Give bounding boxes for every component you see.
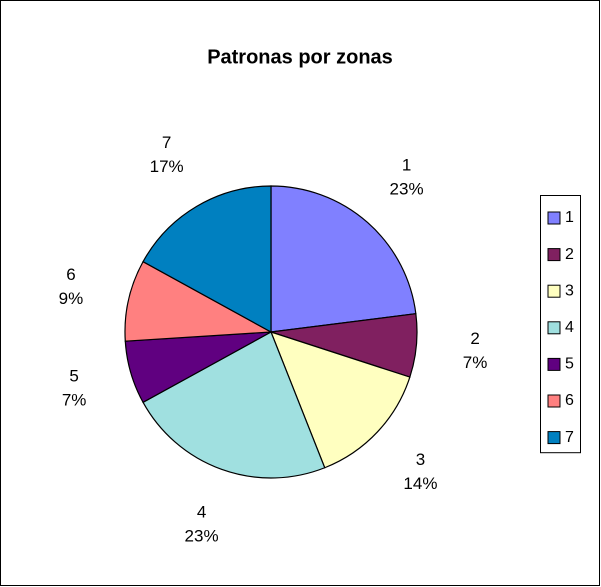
legend-label: 7 [565, 429, 574, 446]
legend-label: 4 [565, 319, 574, 336]
slice-category-label: 3 [416, 450, 425, 469]
pie-slice [124, 260, 274, 342]
pie-slice [269, 331, 411, 469]
slice-value-label: 9% [59, 289, 84, 308]
legend-swatch [547, 321, 561, 335]
legend-box [540, 195, 581, 454]
legend-swatch [547, 248, 561, 262]
slice-category-label: 4 [197, 502, 206, 521]
legend-label: 3 [565, 282, 574, 299]
slice-value-label: 14% [403, 474, 437, 493]
slice-category-label: 5 [69, 367, 78, 386]
pie-slice [142, 331, 326, 479]
slice-category-label: 2 [470, 329, 479, 348]
pie-slice [270, 185, 417, 333]
legend-label: 5 [565, 356, 574, 373]
pie-slice [142, 185, 272, 334]
slice-category-label: 6 [66, 265, 75, 284]
legend-swatch [547, 357, 561, 371]
slice-value-label: 7% [463, 353, 488, 372]
slice-category-label: 7 [162, 133, 171, 152]
slice-value-label: 23% [185, 526, 219, 545]
slice-value-label: 23% [390, 180, 424, 199]
legend-label: 2 [565, 246, 574, 263]
legend-swatch [547, 211, 561, 225]
legend-swatch [547, 394, 561, 408]
legend-swatch [547, 284, 561, 298]
slice-value-label: 7% [62, 391, 87, 410]
legend-swatch [547, 431, 561, 445]
legend-label: 6 [565, 392, 574, 409]
slice-category-label: 1 [402, 156, 411, 175]
legend-label: 1 [565, 209, 574, 226]
slice-value-label: 17% [150, 157, 184, 176]
chart-title: Patronas por zonas [207, 46, 393, 68]
